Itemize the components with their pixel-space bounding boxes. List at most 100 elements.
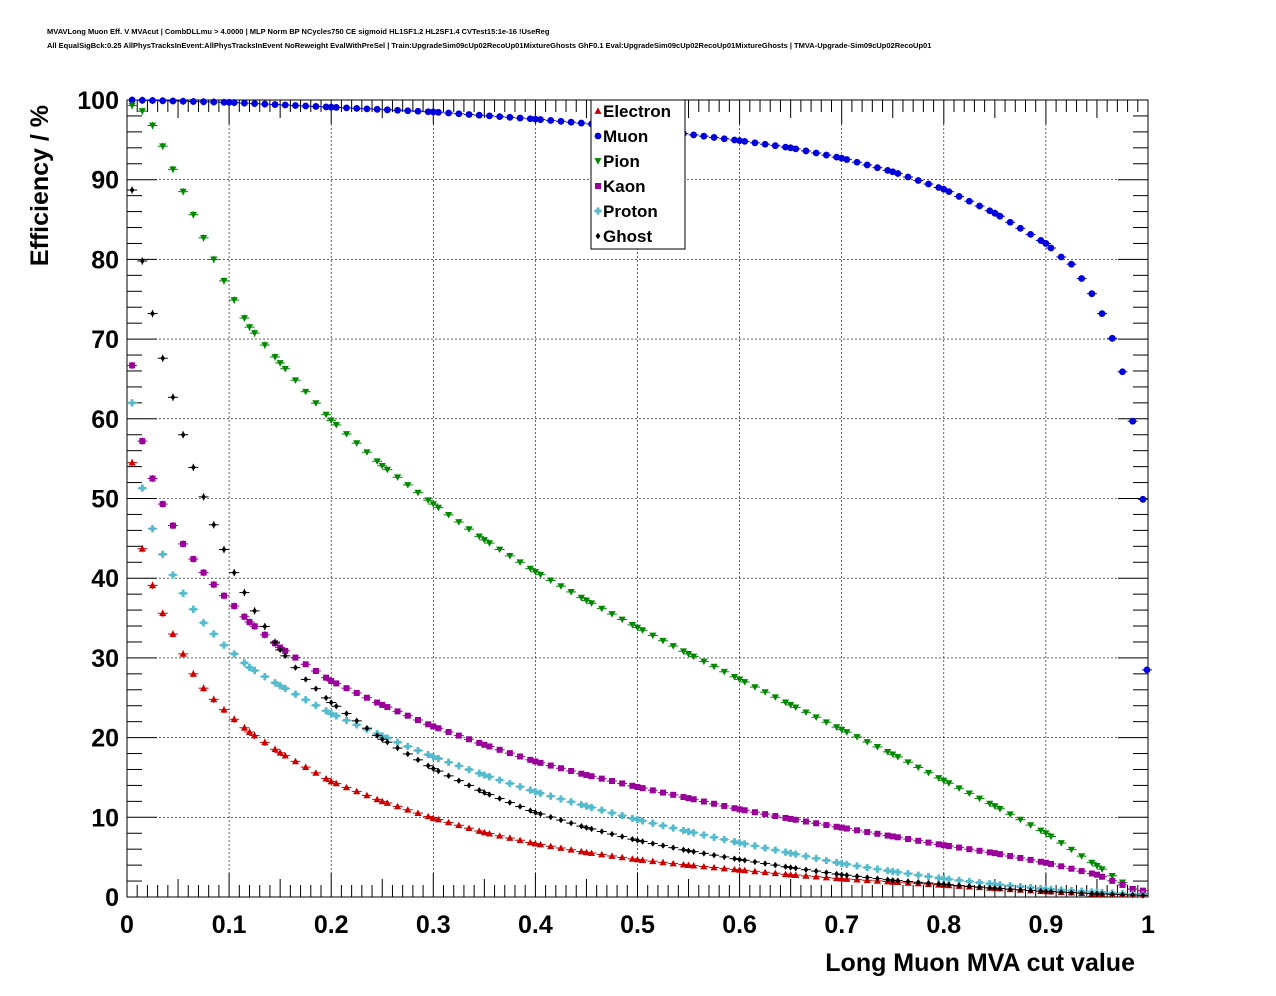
electron-point — [792, 871, 800, 878]
electron-point — [547, 842, 555, 850]
kaon-point — [333, 680, 340, 687]
electron-point — [429, 814, 437, 821]
pion-point — [986, 800, 994, 808]
kaon-point — [792, 816, 799, 823]
proton-point — [526, 786, 534, 794]
proton-point — [618, 812, 626, 820]
muon-point — [736, 137, 743, 145]
ghost-point — [701, 850, 707, 857]
ghost-point — [691, 848, 697, 855]
pion-point — [230, 297, 238, 304]
muon-point — [751, 139, 759, 147]
y-tick-label: 60 — [91, 406, 119, 434]
pion-point — [1026, 822, 1035, 829]
legend-label-kaon: Kaon — [603, 177, 646, 196]
electron-point — [598, 850, 606, 858]
ghost-point — [783, 863, 788, 870]
pion-point — [414, 489, 422, 497]
proton-point — [1006, 882, 1014, 890]
kaon-point — [945, 842, 952, 849]
ghost-point — [578, 822, 584, 830]
pion-point — [577, 594, 585, 602]
muon-point — [475, 111, 483, 119]
proton-point — [536, 789, 545, 797]
pion-point — [690, 653, 698, 661]
electron-point — [496, 832, 504, 839]
proton-point — [189, 605, 197, 613]
proton-point — [271, 679, 279, 687]
kaon-point — [894, 834, 901, 841]
proton-point — [679, 826, 688, 835]
kaon-point — [210, 581, 217, 588]
proton-point — [633, 816, 642, 824]
electron-point — [690, 861, 698, 869]
proton-point — [832, 858, 841, 867]
proton-point — [975, 878, 984, 887]
kaon-point — [481, 741, 488, 748]
pion-point — [557, 583, 565, 590]
pion-point — [261, 342, 269, 349]
kaon-point — [685, 795, 692, 802]
proton-point — [179, 589, 187, 597]
ghost-point — [987, 884, 993, 892]
electron-point — [189, 670, 197, 677]
legend-entry-kaon: Kaon — [595, 177, 646, 196]
electron-point — [414, 809, 422, 816]
ghost-point — [721, 853, 727, 861]
muon-point — [761, 140, 769, 148]
muon-point — [261, 100, 269, 108]
proton-point — [332, 712, 340, 720]
ghost-point — [599, 828, 605, 835]
kaon-point — [940, 842, 947, 849]
ghost-point — [150, 310, 155, 317]
ghost-point — [129, 186, 135, 194]
kaon-point — [578, 770, 585, 777]
data-series — [127, 96, 1152, 899]
kaon-point — [231, 603, 238, 610]
proton-point — [302, 696, 310, 704]
electron-point — [741, 866, 749, 874]
kaon-point — [823, 822, 830, 829]
legend-entry-proton: Proton — [594, 202, 658, 221]
ghost-point — [405, 750, 411, 758]
muon-point — [486, 112, 493, 120]
pion-point — [353, 440, 361, 447]
x-tick-label: 0.3 — [416, 911, 451, 939]
muon-point — [1088, 290, 1096, 298]
proton-point — [684, 828, 693, 836]
proton-point — [812, 854, 820, 862]
proton-point — [669, 824, 677, 832]
kaon-point — [986, 849, 993, 856]
electron-point — [373, 795, 381, 803]
kaon-point — [200, 569, 207, 576]
muon-point — [965, 197, 973, 205]
proton-point — [730, 838, 739, 846]
pion-point — [587, 600, 596, 607]
electron-point — [240, 724, 249, 731]
pion-point — [240, 315, 249, 322]
electron-point — [730, 865, 739, 873]
pion-point — [159, 143, 167, 150]
proton-point — [455, 762, 463, 770]
pion-point — [608, 611, 616, 618]
muon-point — [241, 99, 248, 107]
electron-point — [633, 855, 642, 863]
pion-point — [822, 719, 830, 726]
ghost-point — [992, 885, 998, 892]
pion-point — [679, 648, 688, 655]
proton-point — [955, 876, 963, 884]
ghost-point — [1094, 890, 1100, 898]
proton-point — [587, 803, 596, 812]
muon-point — [179, 97, 187, 105]
kaon-point — [568, 767, 575, 774]
kaon-point — [598, 775, 605, 782]
pion-point — [1098, 866, 1106, 873]
proton-point — [863, 863, 871, 872]
pion-point — [991, 803, 999, 810]
muon-point — [720, 135, 728, 143]
proton-point — [159, 550, 167, 558]
kaon-point — [282, 647, 289, 654]
proton-point — [700, 831, 708, 839]
kaon-point — [884, 832, 891, 839]
